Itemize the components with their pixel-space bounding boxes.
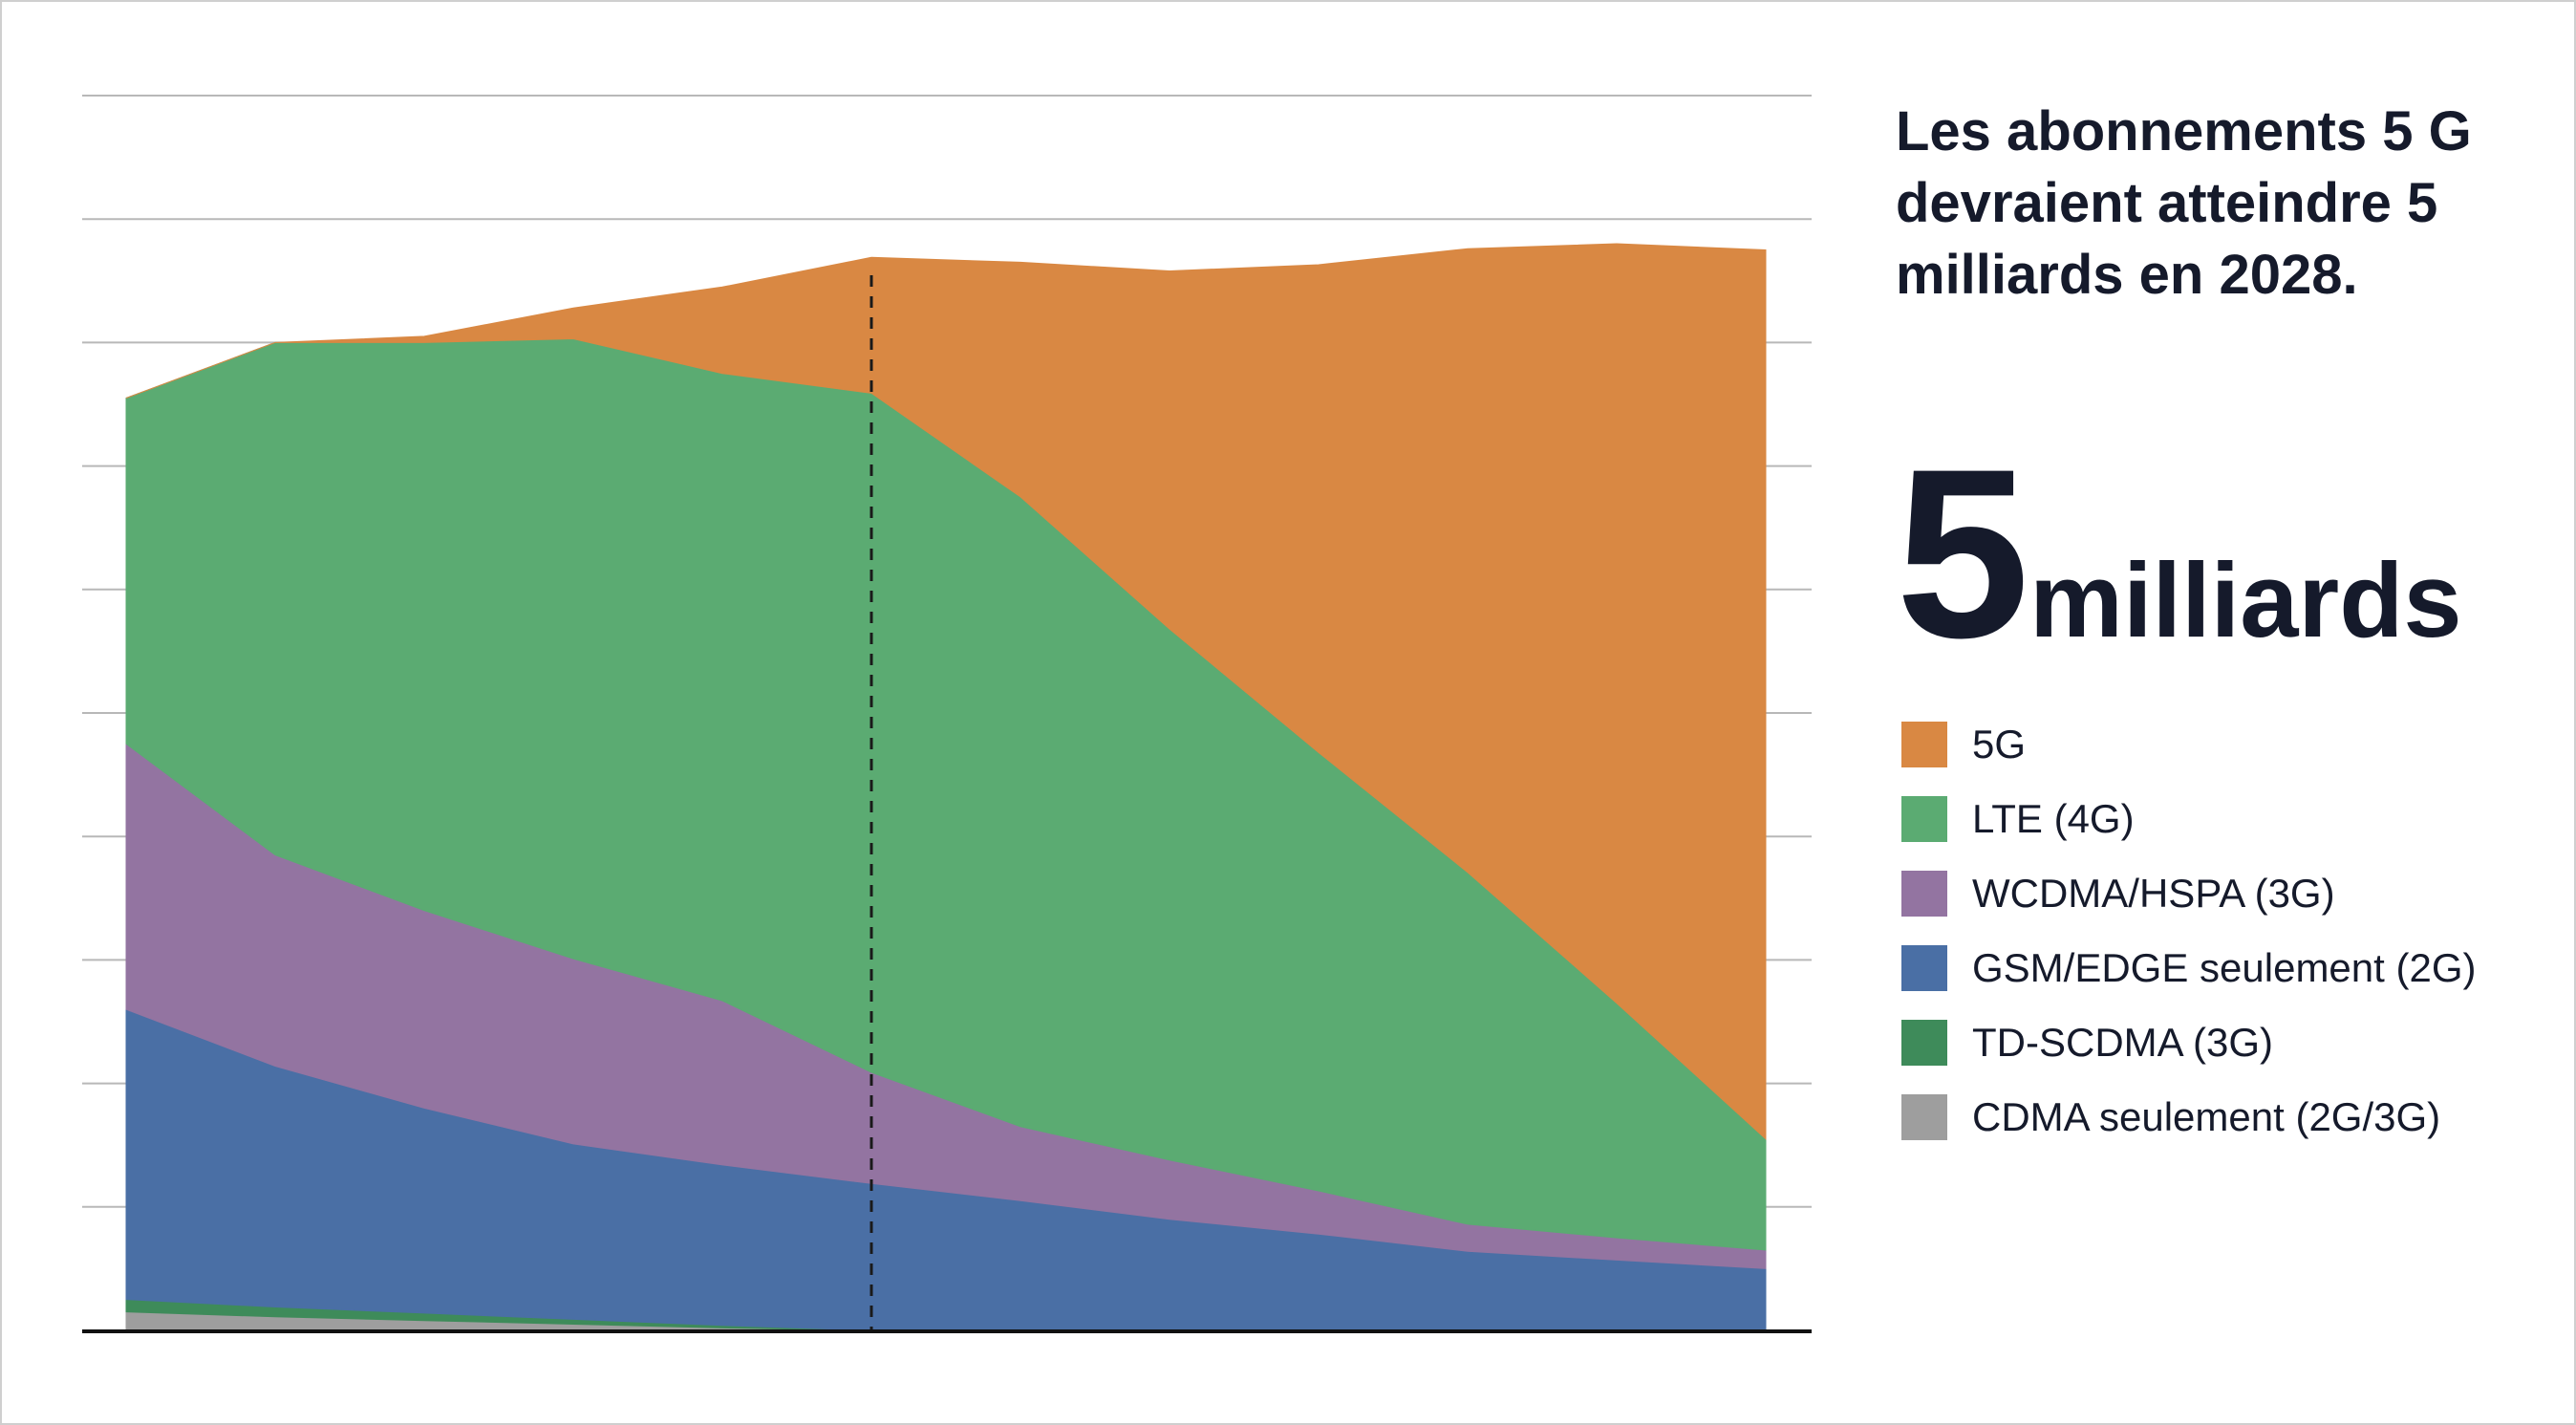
legend-item-gsm: GSM/EDGE seulement (2G) [1901, 931, 2476, 1005]
big-number-value: 5 [1896, 420, 2029, 688]
legend-label: CDMA seulement (2G/3G) [1972, 1094, 2441, 1139]
legend-label: WCDMA/HSPA (3G) [1972, 871, 2335, 916]
legend-label: LTE (4G) [1972, 796, 2135, 841]
legend-item-td-scdma: TD-SCDMA (3G) [1901, 1005, 2476, 1080]
legend-label: GSM/EDGE seulement (2G) [1972, 945, 2477, 990]
legend-item-lte: LTE (4G) [1901, 782, 2476, 856]
legend-swatch-5g [1901, 722, 1947, 767]
area-5g [125, 243, 1767, 1140]
legend-item-wcdma: WCDMA/HSPA (3G) [1901, 856, 2476, 931]
headline: Les abonnements 5 G devraient atteindre … [1896, 100, 2472, 306]
stacked-area-chart [82, 95, 1812, 1333]
big-number-unit: milliards [2029, 542, 2462, 659]
legend-label: 5G [1972, 722, 2027, 766]
legend: 5G LTE (4G) WCDMA/HSPA (3G) GSM/EDGE seu… [1901, 707, 2476, 1155]
big-number-callout: 5milliards [1896, 434, 2462, 679]
legend-item-5g: 5G [1901, 707, 2476, 782]
legend-swatch-gsm [1901, 945, 1947, 991]
legend-swatch-wcdma [1901, 871, 1947, 917]
legend-swatch-cdma [1901, 1094, 1947, 1140]
legend-swatch-lte [1901, 796, 1947, 842]
legend-label: TD-SCDMA (3G) [1972, 1020, 2273, 1065]
legend-swatch-td-scdma [1901, 1020, 1947, 1066]
area-series [125, 243, 1767, 1331]
legend-item-cdma: CDMA seulement (2G/3G) [1901, 1080, 2476, 1155]
